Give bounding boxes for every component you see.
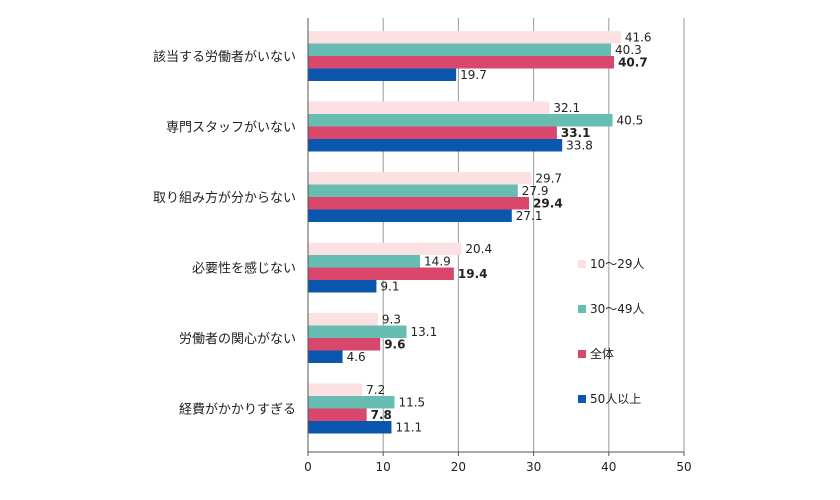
category-label-2: 専門スタッフがいない [166, 121, 296, 136]
bar-1-2 [308, 101, 550, 114]
value-label-2-6: 11.5 [398, 396, 425, 410]
bar-1-3 [308, 172, 532, 185]
value-label-4-5: 4.6 [347, 350, 366, 364]
value-labels: 41.640.340.7 19.7 32.1 40.5 33.133.8 29.727.9… [347, 31, 652, 435]
bars [308, 31, 621, 434]
bar-2-1 [308, 43, 612, 56]
value-label-3-4: 19.4 [458, 267, 488, 281]
value-label-4-6: 11.1 [395, 421, 422, 435]
category-label-5: 労働者の関心がない [179, 332, 296, 347]
axes: 0 10 20 30 40 50 [304, 18, 692, 474]
bar-4-3 [308, 209, 512, 222]
bar-3-1 [308, 56, 615, 69]
value-label-3-6: 7.8 [371, 408, 392, 422]
x-tick-label-50: 50 [676, 460, 691, 474]
legend-label-1: 10～29人 [590, 257, 645, 271]
category-labels: 該当する労働者がいない専門スタッフがいない取り組み方が分からない必要性を感じない… [153, 49, 296, 418]
bar-4-6 [308, 421, 392, 434]
legend-swatch-4 [578, 395, 586, 403]
bar-2-3 [308, 184, 518, 197]
value-label-1-3: 29.7 [535, 172, 562, 186]
value-label-4-1: 19.7 [460, 68, 487, 82]
value-label-3-2: 33.1 [561, 126, 591, 140]
x-tick-label-0: 0 [304, 460, 312, 474]
bar-3-5 [308, 338, 381, 351]
bar-4-4 [308, 280, 377, 293]
legend-label-4: 50人以上 [590, 392, 641, 406]
x-tick-label-10: 10 [376, 460, 391, 474]
x-tick-label-20: 20 [451, 460, 466, 474]
category-label-4: 必要性を感じない [192, 261, 296, 277]
value-label-2-2: 40.5 [617, 114, 644, 128]
value-label-2-4: 14.9 [424, 255, 451, 269]
bar-1-1 [308, 31, 621, 44]
legend-swatch-1 [578, 260, 586, 268]
value-label-1-1: 41.6 [625, 31, 652, 45]
legend-label-3: 全体 [590, 346, 614, 361]
value-label-3-3: 29.4 [533, 197, 563, 211]
bar-3-6 [308, 408, 367, 421]
category-label-3: 取り組み方が分からない [153, 190, 296, 206]
bar-4-5 [308, 350, 343, 363]
bar-2-6 [308, 396, 395, 409]
category-label-6: 経費がかかりすぎる [179, 403, 296, 418]
legend-label-2: 30～49人 [590, 302, 645, 316]
grid [382, 18, 685, 452]
bar-3-2 [308, 126, 557, 139]
legend-swatch-2 [578, 305, 586, 313]
value-label-3-5: 9.6 [384, 338, 405, 352]
value-label-2-3: 27.9 [522, 184, 549, 198]
bar-3-4 [308, 267, 454, 280]
value-label-4-2: 33.8 [566, 139, 593, 153]
value-label-1-6: 7.2 [366, 383, 385, 397]
bar-2-5 [308, 325, 407, 338]
category-label-1: 該当する労働者がいない [153, 49, 296, 65]
legend-swatch-3 [578, 350, 586, 358]
value-label-1-4: 20.4 [465, 242, 492, 256]
value-label-2-1: 40.3 [615, 43, 642, 57]
value-label-2-5: 13.1 [411, 325, 438, 339]
bar-1-5 [308, 313, 378, 326]
value-label-4-3: 27.1 [516, 209, 543, 223]
value-label-1-2: 32.1 [553, 101, 580, 115]
value-label-1-5: 9.3 [382, 313, 401, 327]
bar-2-2 [308, 114, 613, 127]
x-tick-label-30: 30 [526, 460, 541, 474]
bar-1-4 [308, 242, 462, 255]
bar-2-4 [308, 255, 421, 268]
value-label-4-4: 9.1 [380, 280, 399, 294]
bar-1-6 [308, 383, 363, 396]
bar-4-2 [308, 139, 563, 152]
bar-3-3 [308, 197, 530, 210]
value-label-3-1: 40.7 [618, 56, 648, 70]
bar-4-1 [308, 68, 457, 81]
x-tick-label-40: 40 [601, 460, 616, 474]
